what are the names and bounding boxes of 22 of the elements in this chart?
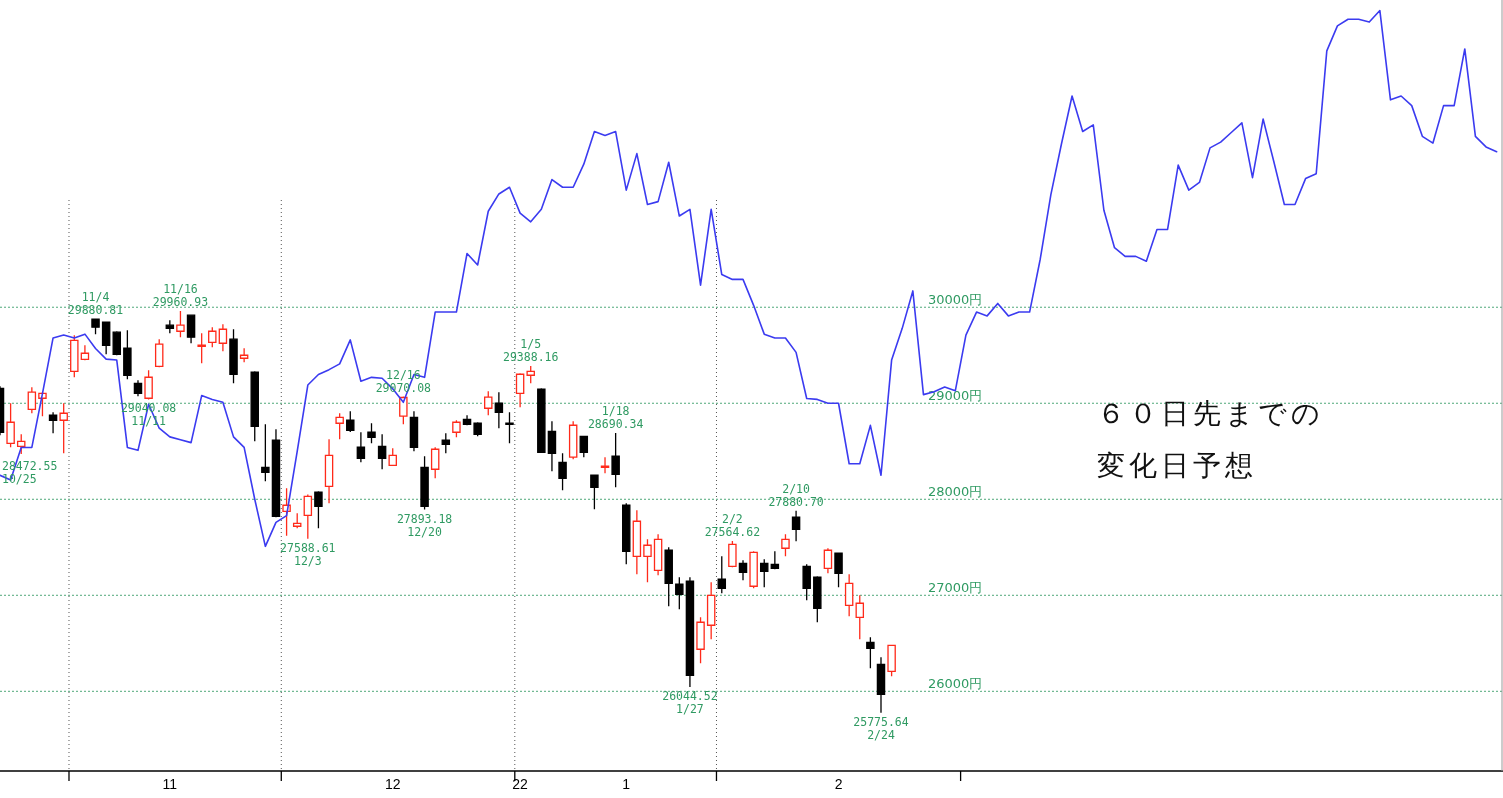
x-tick-label: 22 [512, 776, 529, 792]
y-tick-label: 28000円 [928, 483, 983, 499]
y-tick-label: 26000円 [928, 675, 983, 691]
annotation: 25775.64 2/24 [853, 714, 909, 742]
annotation: 26044.52 1/27 [662, 689, 718, 717]
annotation: 11/4 29880.81 [67, 289, 124, 317]
x-tick-label: 1 [622, 776, 631, 792]
y-tick-label: 30000円 [928, 291, 983, 307]
annotation: 11/16 29960.93 [152, 282, 209, 309]
y-tick-label: 29000円 [928, 387, 983, 403]
x-tick-label: 12 [384, 776, 401, 792]
annotation: 1/18 28690.34 [587, 403, 644, 431]
annotation: ６０日先までの [1097, 397, 1324, 430]
annotation: 1/5 29388.16 [503, 336, 559, 364]
annotation: 27588.61 12/3 [280, 540, 336, 568]
annotation: 変化日予想 [1097, 449, 1257, 482]
annotation: 27893.18 12/20 [396, 511, 453, 539]
y-tick-label: 27000円 [928, 579, 983, 595]
annotation: 2/10 27880.70 [768, 481, 824, 509]
x-tick-label: 11 [162, 776, 178, 792]
x-tick-label: 2 [834, 776, 843, 792]
annotation: 2/2 27564.62 [704, 512, 761, 540]
